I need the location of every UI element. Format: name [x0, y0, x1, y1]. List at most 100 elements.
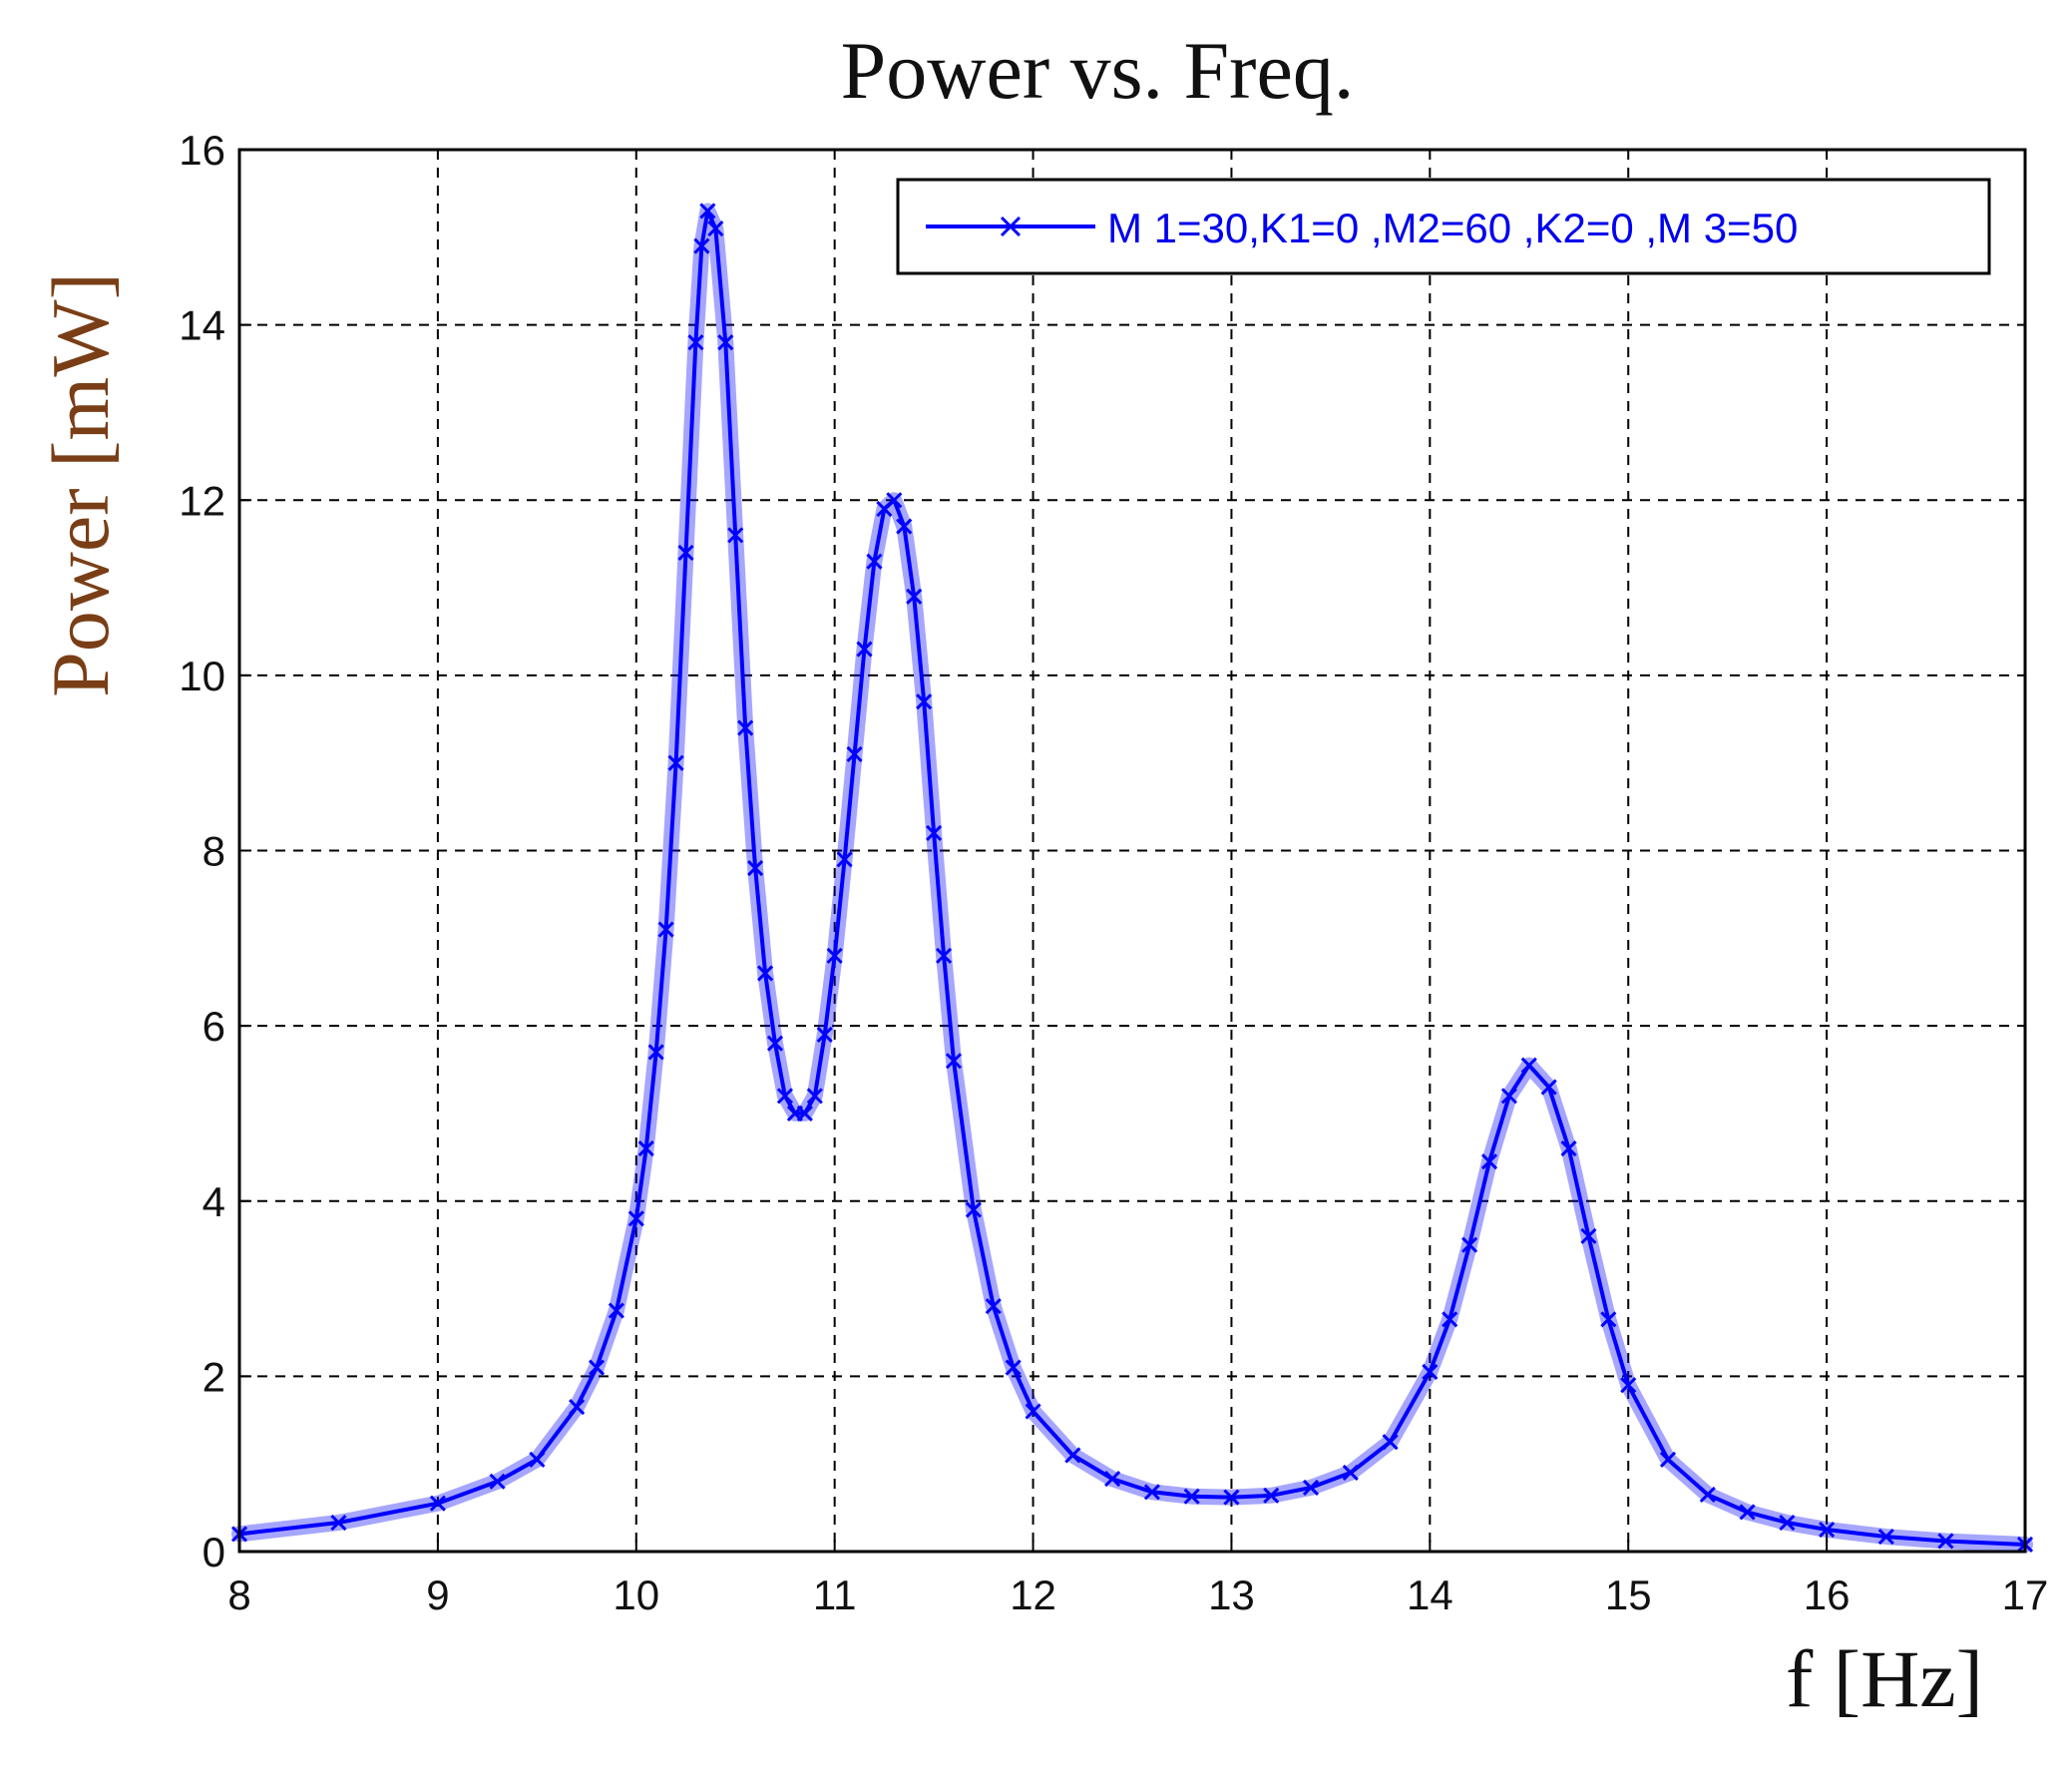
data-point-marker [906, 588, 923, 605]
marker-stroke [693, 237, 710, 254]
data-point-marker [699, 203, 716, 220]
data-point-marker [985, 1298, 1002, 1315]
marker-stroke [1540, 1079, 1557, 1096]
y-tick-label: 8 [203, 828, 225, 875]
marker-stroke [1422, 1363, 1439, 1381]
marker-stroke [906, 588, 923, 605]
marker-stroke [647, 1044, 664, 1061]
legend-marker-sample [1000, 216, 1022, 237]
data-point-marker [1005, 1359, 1022, 1376]
marker-stroke [727, 527, 744, 544]
marker-stroke [985, 1298, 1002, 1315]
data-point-marker [1461, 1236, 1478, 1253]
marker-stroke [935, 947, 953, 964]
marker-stroke [717, 334, 734, 351]
data-point-marker [647, 1044, 664, 1061]
data-point-marker [866, 553, 883, 570]
y-tick-label: 16 [179, 127, 225, 174]
marker-stroke [826, 947, 843, 964]
x-tick-label: 8 [227, 1571, 250, 1618]
marker-stroke [657, 921, 674, 938]
marker-stroke [896, 518, 913, 535]
data-point-marker [667, 754, 684, 771]
data-point-marker [1600, 1311, 1617, 1328]
data-point-marker [1025, 1403, 1041, 1420]
x-axis-label: f [Hz] [1786, 1633, 1983, 1724]
marker-stroke [747, 860, 764, 877]
marker-stroke [1739, 1504, 1756, 1521]
data-point-marker [1937, 1533, 1954, 1550]
grid [238, 149, 2026, 1553]
data-point-marker [1342, 1464, 1359, 1482]
y-tick-label: 4 [203, 1178, 225, 1225]
data-point-marker [330, 1514, 347, 1532]
marker-stroke [945, 1053, 963, 1070]
marker-stroke [737, 719, 754, 736]
x-tick-label: 11 [813, 1571, 857, 1618]
marker-stroke [330, 1514, 347, 1532]
marker-stroke [1560, 1140, 1577, 1157]
data-point-marker [945, 1053, 963, 1070]
marker-stroke [1104, 1471, 1121, 1488]
x-tick-label: 17 [2002, 1571, 2049, 1618]
data-point-marker [693, 237, 710, 254]
data-point-marker [1143, 1484, 1160, 1501]
data-point-marker [926, 824, 943, 841]
data-point-marker [727, 527, 744, 544]
data-point-marker [1183, 1488, 1200, 1505]
marker-stroke [667, 754, 684, 771]
data-point-marker [747, 860, 764, 877]
legend: M 1=30,K1=0 ,M2=60 ,K2=0 ,M 3=50 [896, 178, 1991, 275]
marker-stroke [1143, 1484, 1160, 1501]
x-tick-label: 9 [426, 1571, 449, 1618]
marker-stroke [1779, 1514, 1796, 1532]
y-tick-label: 0 [203, 1529, 225, 1575]
data-point-marker [1520, 1057, 1537, 1074]
data-point-marker [637, 1140, 654, 1157]
data-point-marker [1302, 1479, 1320, 1496]
marker-stroke [796, 1105, 813, 1121]
data-point-marker [846, 745, 863, 762]
data-point-marker [766, 1035, 784, 1052]
data-point-marker [717, 334, 734, 351]
marker-stroke [1223, 1489, 1240, 1506]
marker-stroke [677, 544, 694, 561]
marker-stroke [1500, 1088, 1517, 1105]
data-point-marker [756, 965, 774, 982]
x-tick-label: 10 [613, 1571, 659, 1618]
data-point-marker [737, 719, 754, 736]
data-point-marker [569, 1399, 586, 1416]
data-point-marker [816, 1026, 833, 1043]
marker-stroke [687, 334, 704, 351]
marker-stroke [489, 1473, 506, 1490]
chart-title: Power vs. Freq. [841, 25, 1355, 116]
marker-stroke [916, 693, 933, 710]
data-point-marker [1223, 1489, 1240, 1506]
data-point-marker [608, 1302, 624, 1319]
marker-stroke [1819, 1521, 1836, 1539]
marker-stroke [1342, 1464, 1359, 1482]
data-point-marker [1064, 1447, 1081, 1464]
data-point-marker [935, 947, 953, 964]
marker-stroke [1183, 1488, 1200, 1505]
marker-stroke [1382, 1434, 1399, 1451]
data-point-marker [1819, 1521, 1836, 1539]
marker-stroke [886, 492, 903, 509]
marker-stroke [1937, 1533, 1954, 1550]
marker-stroke [1600, 1311, 1617, 1328]
plot-area-frame [237, 148, 2027, 1554]
marker-stroke [637, 1140, 654, 1157]
series-layer [230, 203, 2034, 1554]
data-point-marker [1699, 1486, 1716, 1503]
data-point-marker [677, 544, 694, 561]
y-tick-label: 12 [179, 477, 225, 524]
data-point-marker [1500, 1088, 1517, 1105]
marker-stroke [1263, 1487, 1280, 1504]
data-point-marker [776, 1088, 794, 1105]
data-point-marker [886, 492, 903, 509]
marker-stroke [806, 1088, 823, 1105]
marker-stroke [816, 1026, 833, 1043]
data-point-marker [916, 693, 933, 710]
